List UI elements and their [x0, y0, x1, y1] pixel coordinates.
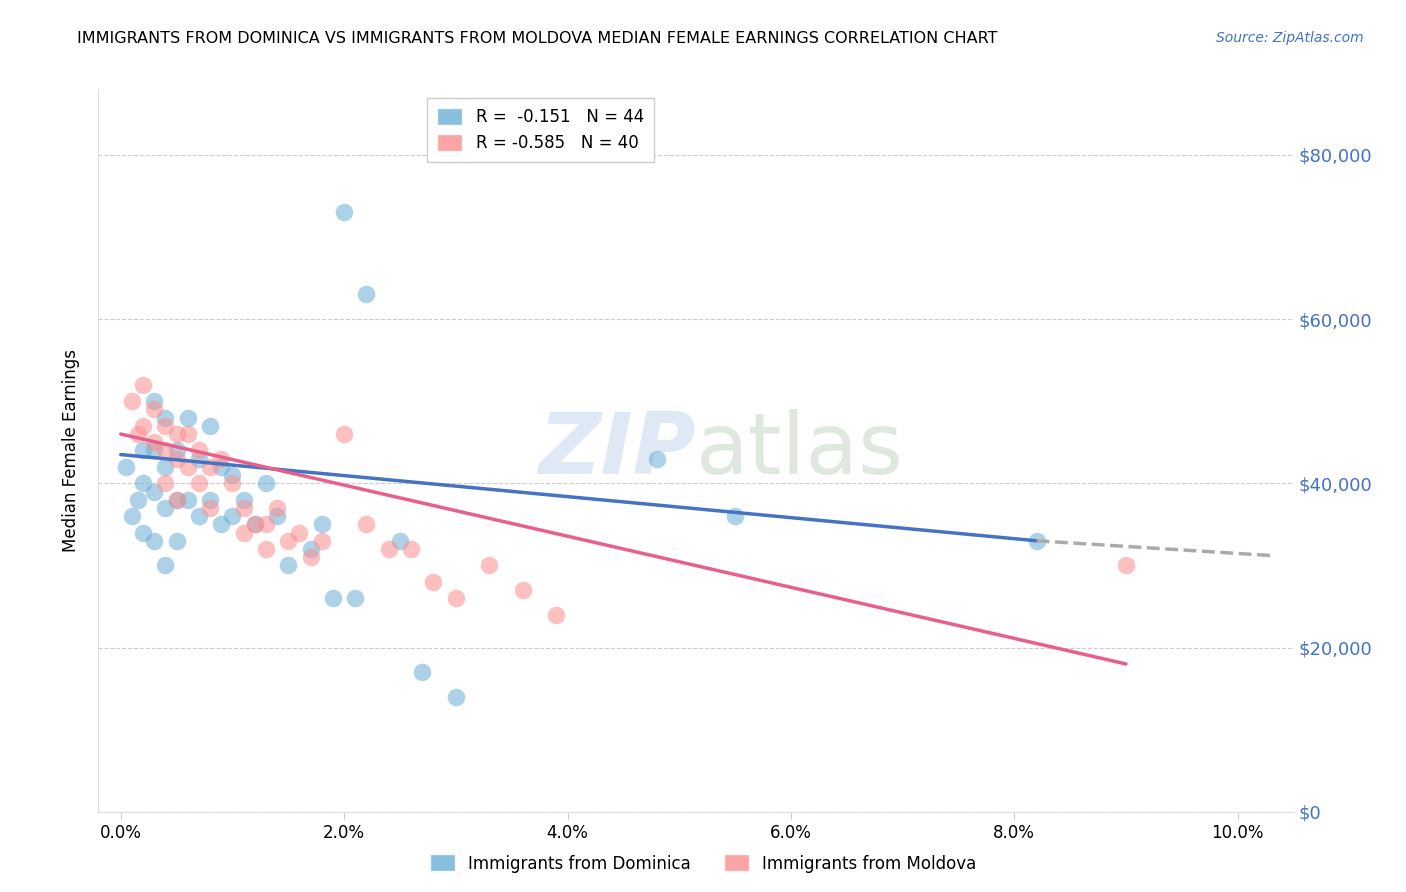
Point: [254, 541, 277, 556]
Point: [143, 435, 166, 450]
Point: [266, 509, 288, 524]
Point: [198, 459, 221, 474]
Point: [132, 443, 155, 458]
Legend: Immigrants from Dominica, Immigrants from Moldova: Immigrants from Dominica, Immigrants fro…: [423, 847, 983, 880]
Point: [198, 492, 221, 507]
Point: [166, 492, 188, 507]
Text: ZIP: ZIP: [538, 409, 696, 492]
Point: [166, 427, 188, 442]
Text: Source: ZipAtlas.com: Source: ZipAtlas.com: [1216, 31, 1364, 45]
Point: [254, 476, 277, 491]
Text: IMMIGRANTS FROM DOMINICA VS IMMIGRANTS FROM MOLDOVA MEDIAN FEMALE EARNINGS CORRE: IMMIGRANTS FROM DOMINICA VS IMMIGRANTS F…: [77, 31, 998, 46]
Point: [187, 443, 209, 458]
Point: [645, 451, 668, 466]
Point: [155, 418, 177, 433]
Point: [724, 509, 747, 524]
Point: [266, 500, 288, 515]
Point: [232, 492, 254, 507]
Point: [221, 509, 243, 524]
Point: [132, 476, 155, 491]
Point: [155, 476, 177, 491]
Point: [198, 418, 221, 433]
Text: atlas: atlas: [696, 409, 904, 492]
Point: [121, 394, 143, 409]
Point: [177, 459, 200, 474]
Point: [177, 492, 200, 507]
Point: [322, 591, 344, 606]
Point: [411, 665, 433, 680]
Point: [166, 533, 188, 548]
Point: [155, 500, 177, 515]
Point: [444, 690, 467, 704]
Point: [198, 500, 221, 515]
Point: [512, 582, 534, 597]
Point: [143, 484, 166, 499]
Point: [187, 476, 209, 491]
Point: [232, 525, 254, 540]
Point: [115, 459, 138, 474]
Point: [333, 205, 356, 219]
Point: [155, 410, 177, 425]
Point: [209, 451, 232, 466]
Point: [444, 591, 467, 606]
Point: [254, 517, 277, 532]
Point: [187, 451, 209, 466]
Point: [277, 558, 299, 573]
Point: [166, 443, 188, 458]
Point: [121, 509, 143, 524]
Point: [166, 451, 188, 466]
Point: [221, 468, 243, 483]
Point: [311, 533, 333, 548]
Point: [187, 509, 209, 524]
Y-axis label: Median Female Earnings: Median Female Earnings: [62, 349, 80, 552]
Point: [243, 517, 266, 532]
Point: [344, 591, 367, 606]
Point: [155, 558, 177, 573]
Point: [132, 525, 155, 540]
Point: [333, 427, 356, 442]
Point: [311, 517, 333, 532]
Point: [378, 541, 401, 556]
Point: [155, 443, 177, 458]
Point: [127, 492, 149, 507]
Point: [132, 418, 155, 433]
Point: [221, 476, 243, 491]
Point: [143, 402, 166, 417]
Point: [232, 500, 254, 515]
Point: [288, 525, 311, 540]
Point: [177, 410, 200, 425]
Point: [155, 459, 177, 474]
Point: [132, 377, 155, 392]
Point: [299, 550, 322, 565]
Point: [1115, 558, 1137, 573]
Point: [399, 541, 422, 556]
Point: [143, 394, 166, 409]
Point: [243, 517, 266, 532]
Point: [422, 574, 444, 589]
Point: [143, 443, 166, 458]
Point: [143, 533, 166, 548]
Point: [209, 459, 232, 474]
Point: [299, 541, 322, 556]
Point: [478, 558, 501, 573]
Point: [388, 533, 411, 548]
Legend: R =  -0.151   N = 44, R = -0.585   N = 40: R = -0.151 N = 44, R = -0.585 N = 40: [427, 97, 654, 162]
Point: [1025, 533, 1047, 548]
Point: [356, 287, 378, 301]
Point: [177, 427, 200, 442]
Point: [166, 492, 188, 507]
Point: [546, 607, 568, 622]
Point: [356, 517, 378, 532]
Point: [277, 533, 299, 548]
Point: [127, 427, 149, 442]
Point: [209, 517, 232, 532]
